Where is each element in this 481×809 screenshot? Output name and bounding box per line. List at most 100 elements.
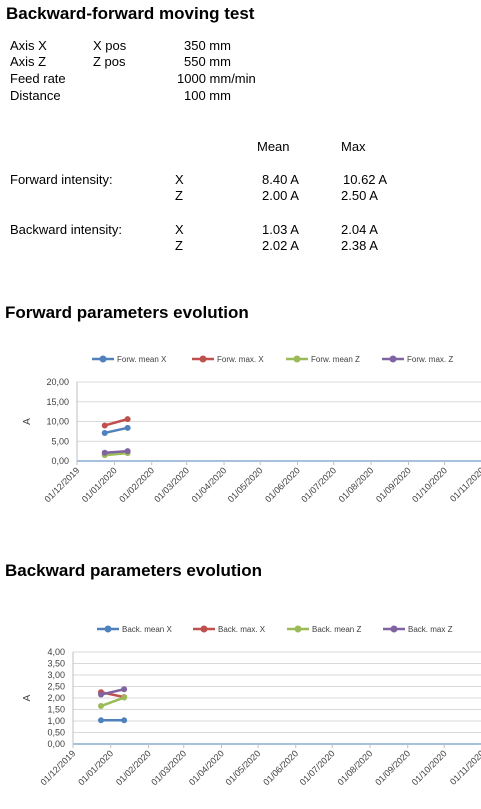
x-tick-label: 01/05/2020	[224, 748, 263, 787]
data-point	[97, 703, 104, 710]
x-tick-label: 01/02/2020	[117, 465, 156, 504]
forward-axis-x: X	[175, 172, 184, 187]
forward-chart-svg: 0,00 5,00 10,00 15,00 20,00 A 01/12/201901/01/…	[22, 355, 481, 504]
legend-label: Back. mean X	[122, 625, 172, 634]
x-tick-label: 01/06/2020	[263, 465, 302, 504]
y-tick-label: 2,50	[47, 682, 65, 692]
x-tick-label: 01/09/2020	[374, 465, 413, 504]
y-tick-label: 4,00	[47, 647, 65, 657]
backward-mean-z: 2.02 A	[262, 238, 299, 253]
forward-max-x: 10.62 A	[343, 172, 388, 187]
series-line	[104, 417, 128, 427]
report-title: Backward-forward moving test	[6, 4, 255, 23]
param-label-axis-z: Axis Z	[10, 54, 47, 69]
series-line	[104, 451, 128, 457]
backward-chart-svg: 0,000,50 1,001,50 2,002,50 3,003,50 4,00 A 01/…	[22, 625, 481, 787]
data-point	[124, 424, 131, 431]
backward-mean-x: 1.03 A	[262, 222, 299, 237]
legend-label: Back. max Z	[408, 625, 453, 634]
data-point	[121, 694, 128, 701]
x-tick-label: 01/11/2020	[448, 748, 481, 786]
legend-label: Forw. max. X	[217, 355, 264, 364]
legend-marker	[199, 355, 207, 363]
param-value-axis-z: 550 mm	[184, 54, 231, 69]
x-tick-label: 01/07/2020	[298, 748, 337, 787]
column-header-mean: Mean	[257, 139, 290, 154]
legend-marker	[293, 355, 301, 363]
legend-label: Forw. mean X	[117, 355, 167, 364]
y-tick-label: 1,50	[47, 705, 65, 715]
data-point	[121, 686, 128, 693]
legend-label: Back. mean Z	[312, 625, 361, 634]
x-tick-label: 01/03/2020	[149, 748, 188, 787]
series-line	[104, 449, 128, 454]
param-value-distance: 100 mm	[184, 88, 231, 103]
backward-max-z: 2.38 A	[341, 238, 378, 253]
forward-intensity-label: Forward intensity:	[10, 172, 113, 187]
backward-axis-z: Z	[175, 238, 183, 253]
y-tick-label: 0,50	[47, 728, 65, 738]
backward-section-title: Backward parameters evolution	[5, 561, 262, 580]
x-tick-label: 01/12/2019	[38, 748, 77, 787]
legend-label: Back. max. X	[218, 625, 266, 634]
series-line	[100, 688, 125, 696]
data-point	[101, 449, 108, 456]
forward-mean-z: 2.00 A	[262, 188, 299, 203]
forward-section-title: Forward parameters evolution	[5, 303, 249, 322]
data-point	[124, 448, 131, 455]
y-tick-label: 20,00	[46, 377, 69, 387]
y-tick-label: 0,00	[51, 456, 69, 466]
forward-chart: 0,00 5,00 10,00 15,00 20,00 A 01/12/2019 01/01/…	[0, 345, 481, 535]
backward-max-x: 2.04 A	[341, 222, 378, 237]
param-label-feed-rate: Feed rate	[10, 71, 66, 86]
data-point	[124, 416, 131, 423]
x-tick-label: 01/12/2019	[42, 465, 81, 504]
series-line	[104, 426, 128, 435]
legend-marker	[99, 355, 107, 363]
param-value-axis-x: 350 mm	[184, 38, 231, 53]
y-tick-label: 5,00	[51, 436, 69, 446]
forward-axis-z: Z	[175, 188, 183, 203]
y-axis-label: A	[22, 694, 33, 701]
x-tick-label: 01/03/2020	[152, 465, 191, 504]
param-sub-z-pos: Z pos	[93, 54, 126, 69]
x-tick-label: 01/02/2020	[114, 748, 153, 787]
x-tick-label: 01/01/2020	[76, 748, 115, 787]
x-tick-label: 01/04/2020	[187, 748, 226, 787]
legend-label: Forw. mean Z	[311, 355, 360, 364]
x-tick-label: 01/07/2020	[299, 465, 338, 504]
y-tick-label: 1,00	[47, 716, 65, 726]
legend-marker	[200, 625, 208, 633]
y-axis-label: A	[22, 418, 33, 425]
backward-intensity-label: Backward intensity:	[10, 222, 122, 237]
x-tick-label: 01/10/2020	[410, 748, 449, 787]
legend-marker	[294, 625, 302, 633]
x-tick-label: 01/06/2020	[261, 748, 300, 787]
param-sub-x-pos: X pos	[93, 38, 127, 53]
legend-marker	[389, 355, 397, 363]
x-tick-label: 01/08/2020	[336, 748, 375, 787]
data-point	[97, 691, 104, 698]
x-tick-label: 01/11/2020	[448, 465, 481, 503]
y-tick-label: 0,00	[47, 739, 65, 749]
legend-marker	[390, 625, 398, 633]
y-tick-label: 2,00	[47, 693, 65, 703]
x-tick-label: 01/04/2020	[190, 465, 229, 504]
legend-marker	[104, 625, 112, 633]
data-point	[101, 422, 108, 429]
y-tick-label: 10,00	[46, 417, 69, 427]
data-point	[101, 429, 108, 436]
data-point	[121, 717, 128, 724]
param-value-feed-rate: 1000 mm/min	[177, 71, 256, 86]
x-tick-label: 01/10/2020	[410, 465, 449, 504]
y-tick-label: 3,00	[47, 670, 65, 680]
param-label-distance: Distance	[10, 88, 61, 103]
y-tick-label: 3,50	[47, 659, 65, 669]
forward-max-z: 2.50 A	[341, 188, 378, 203]
x-tick-label: 01/09/2020	[373, 748, 412, 787]
data-point	[97, 717, 104, 724]
series-line	[100, 696, 125, 708]
backward-axis-x: X	[175, 222, 184, 237]
x-tick-label: 01/01/2020	[80, 465, 119, 504]
param-label-axis-x: Axis X	[10, 38, 47, 53]
